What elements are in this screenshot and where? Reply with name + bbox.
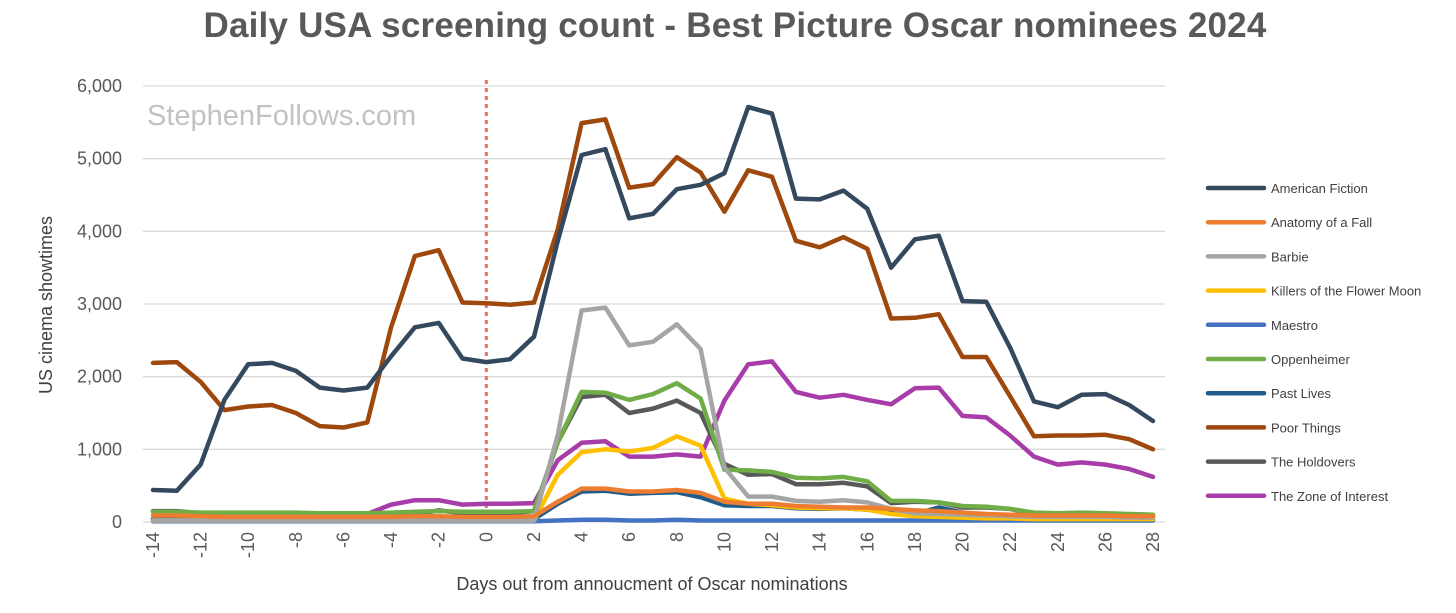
x-tick-label: -2 [429,532,449,548]
x-tick-label: 14 [810,532,830,552]
series-line-poor-things [150,117,1156,452]
legend-label-the-holdovers: The Holdovers [1271,455,1356,470]
y-tick-label: 1,000 [77,439,122,459]
y-tick-label: 3,000 [77,294,122,314]
y-tick-label: 4,000 [77,221,122,241]
x-tick-label: 10 [714,532,734,552]
y-tick-label: 6,000 [77,76,122,96]
x-tick-label: 16 [857,532,877,552]
x-tick-label: 0 [476,532,496,542]
x-tick-label: 24 [1048,532,1068,552]
x-tick-label: 18 [905,532,925,552]
x-tick-label: -8 [286,532,306,548]
y-tick-label: 2,000 [77,367,122,387]
x-tick-label: 8 [667,532,687,542]
legend-label-killers-of-the-flower-moon: Killers of the Flower Moon [1271,284,1421,299]
x-tick-label: 6 [619,532,639,542]
legend-label-past-lives: Past Lives [1271,386,1331,401]
y-tick-label: 0 [112,512,122,532]
x-tick-label: -4 [381,532,401,548]
x-tick-label: 26 [1095,532,1115,552]
y-axis-tick-labels: 0 1,000 2,000 3,000 4,000 5,000 6,000 [77,76,122,532]
x-tick-label: -14 [143,532,163,558]
legend-label-maestro: Maestro [1271,318,1318,333]
legend-label-american-fiction: American Fiction [1271,181,1368,196]
legend-label-anatomy-of-a-fall: Anatomy of a Fall [1271,215,1372,230]
x-tick-label: 12 [762,532,782,552]
series-lines [150,104,1156,524]
y-axis-title: US cinema showtimes [36,216,56,394]
chart-title: Daily USA screening count - Best Picture… [203,6,1267,45]
y-tick-label: 5,000 [77,149,122,169]
legend: American Fiction Anatomy of a Fall Barbie K… [1205,181,1421,504]
legend-label-barbie: Barbie [1271,249,1309,264]
x-tick-label: 2 [524,532,544,542]
legend-label-oppenheimer: Oppenheimer [1271,352,1350,367]
x-axis-title: Days out from annoucment of Oscar nomina… [456,574,847,594]
x-tick-label: 20 [953,532,973,552]
series-line-oppenheimer [150,380,1156,517]
series-line-anatomy-of-a-fall [150,486,1156,520]
legend-label-the-zone-of-interest: The Zone of Interest [1271,489,1388,504]
watermark: StephenFollows.com [147,100,417,132]
x-tick-label: 22 [1000,532,1020,552]
x-tick-label: -6 [333,532,353,548]
x-tick-label: 4 [572,532,592,542]
legend-label-poor-things: Poor Things [1271,420,1341,435]
x-tick-label: -12 [191,532,211,558]
series-line-american-fiction [150,104,1156,494]
x-axis-tick-labels: -14 -12 -10 -8 -6 -4 -2 0 2 4 6 8 10 12 14 16 18 20 22 24 26… [143,532,1163,558]
series-line-barbie [150,305,1156,523]
x-tick-label: -10 [238,532,258,558]
x-tick-label: 28 [1143,532,1163,552]
